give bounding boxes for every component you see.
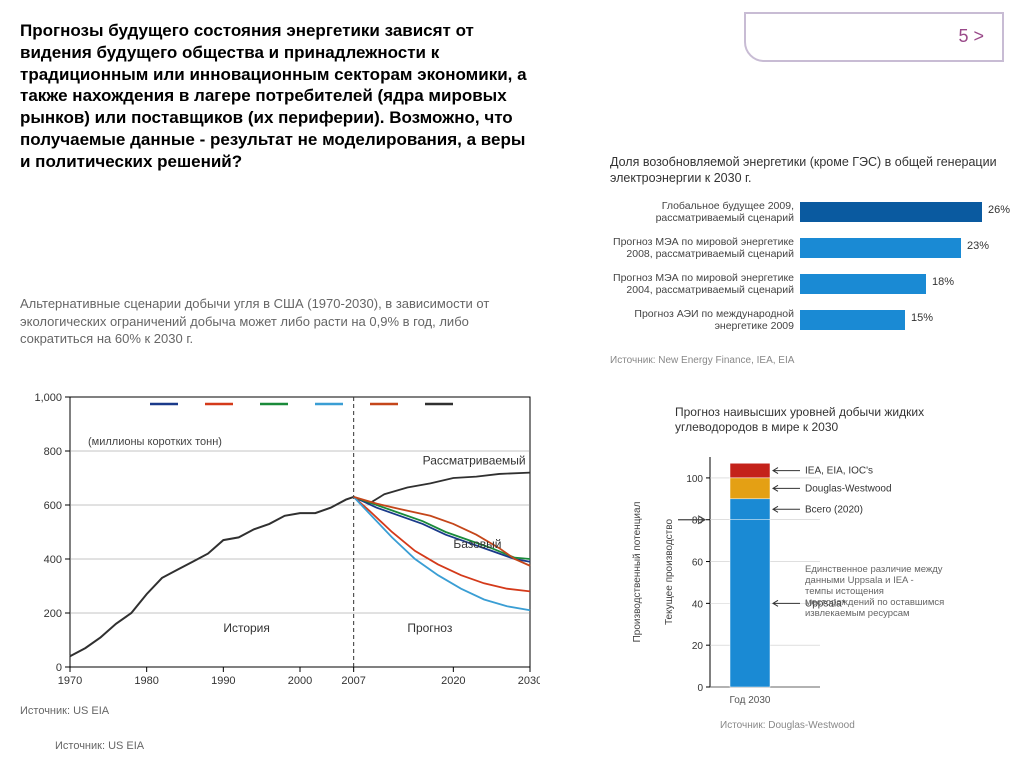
svg-text:0: 0 bbox=[56, 662, 62, 674]
bar-row: Прогноз МЭА по мировой энергетике 2004, … bbox=[610, 269, 1010, 299]
bar-value: 23% bbox=[967, 240, 989, 252]
source-text: Источник: US EIA bbox=[20, 705, 109, 717]
svg-text:Douglas-Westwood: Douglas-Westwood bbox=[805, 483, 892, 494]
svg-text:20: 20 bbox=[692, 641, 704, 652]
bar-label: Прогноз АЭИ по международной энергетике … bbox=[610, 308, 800, 332]
bar-value: 26% bbox=[988, 204, 1010, 216]
svg-text:Рассматриваемый: Рассматриваемый bbox=[423, 454, 526, 468]
svg-text:Всего (2020): Всего (2020) bbox=[805, 504, 863, 515]
bar-row: Прогноз МЭА по мировой энергетике 2008, … bbox=[610, 233, 1010, 263]
svg-text:История: История bbox=[223, 621, 270, 635]
bar-row: Глобальное будущее 2009, рассматриваемый… bbox=[610, 197, 1010, 227]
svg-text:800: 800 bbox=[44, 446, 62, 458]
svg-text:(миллионы коротких тонн): (миллионы коротких тонн) bbox=[88, 436, 222, 448]
svg-text:0: 0 bbox=[697, 683, 703, 694]
line-chart: 0 200 400 600 800 1,000 1970 1980 1990 2000 2007 20… bbox=[20, 357, 540, 697]
stacked-chart-source: Источник: Douglas-Westwood bbox=[720, 720, 855, 731]
stacked-chart: 020406080100Производственный потенциалТе… bbox=[610, 447, 1010, 717]
bar-fill bbox=[800, 238, 961, 258]
bar-fill bbox=[800, 274, 926, 294]
svg-text:данными Uppsala и IEA -: данными Uppsala и IEA - bbox=[805, 575, 914, 586]
main-heading: Прогнозы будущего состояния энергетики з… bbox=[20, 20, 540, 172]
bar-value: 18% bbox=[932, 276, 954, 288]
page-number: 5 > bbox=[958, 26, 984, 46]
bar-value: 15% bbox=[911, 312, 933, 324]
svg-text:Единственное различие между: Единственное различие между bbox=[805, 564, 943, 575]
svg-text:Базовый: Базовый bbox=[453, 537, 501, 551]
bar-label: Прогноз МЭА по мировой энергетике 2004, … bbox=[610, 272, 800, 296]
svg-text:2007: 2007 bbox=[341, 675, 365, 687]
svg-text:2000: 2000 bbox=[288, 675, 312, 687]
svg-text:40: 40 bbox=[692, 599, 704, 610]
svg-text:1990: 1990 bbox=[211, 675, 235, 687]
svg-text:Текущее производство: Текущее производство bbox=[664, 519, 675, 625]
source-text: Источник: US EIA bbox=[55, 740, 144, 752]
bar-label: Глобальное будущее 2009, рассматриваемый… bbox=[610, 200, 800, 224]
bar-track: 23% bbox=[800, 238, 1010, 258]
svg-text:Производственный потенциал: Производственный потенциал bbox=[632, 501, 643, 642]
stacked-chart-title: Прогноз наивысших уровней добычи жидких … bbox=[675, 405, 1005, 435]
svg-text:600: 600 bbox=[44, 500, 62, 512]
bar-chart-title: Доля возобновляемой энергетики (кроме ГЭ… bbox=[610, 155, 1010, 186]
svg-text:200: 200 bbox=[44, 608, 62, 620]
bar-fill bbox=[800, 202, 982, 222]
svg-text:Прогноз: Прогноз bbox=[407, 621, 453, 635]
bar-track: 26% bbox=[800, 202, 1010, 222]
svg-text:1970: 1970 bbox=[58, 675, 82, 687]
page-indicator: 5 > bbox=[744, 12, 1004, 62]
svg-text:темпы истощения: темпы истощения bbox=[805, 586, 884, 597]
svg-text:извлекаемым ресурсам: извлекаемым ресурсам bbox=[805, 608, 910, 619]
sub-heading: Альтернативные сценарии добычи угля в СШ… bbox=[20, 295, 530, 348]
bar-row: Прогноз АЭИ по международной энергетике … bbox=[610, 305, 1010, 335]
bar-label: Прогноз МЭА по мировой энергетике 2008, … bbox=[610, 236, 800, 260]
svg-text:60: 60 bbox=[692, 558, 704, 569]
svg-text:1,000: 1,000 bbox=[34, 392, 62, 404]
svg-text:2030: 2030 bbox=[518, 675, 540, 687]
bar-fill bbox=[800, 310, 905, 330]
svg-text:1980: 1980 bbox=[134, 675, 158, 687]
svg-text:IEA, EIA, IOC's: IEA, EIA, IOC's bbox=[805, 466, 873, 477]
svg-text:2020: 2020 bbox=[441, 675, 465, 687]
svg-text:Год 2030: Год 2030 bbox=[730, 695, 771, 706]
bar-track: 18% bbox=[800, 274, 1010, 294]
svg-text:100: 100 bbox=[686, 474, 703, 485]
bar-chart: Глобальное будущее 2009, рассматриваемый… bbox=[610, 197, 1010, 352]
bar-track: 15% bbox=[800, 310, 1010, 330]
svg-text:400: 400 bbox=[44, 554, 62, 566]
bar-chart-source: Источник: New Energy Finance, IEA, EIA bbox=[610, 355, 794, 366]
svg-text:месторождений по оставшимся: месторождений по оставшимся bbox=[805, 597, 944, 608]
